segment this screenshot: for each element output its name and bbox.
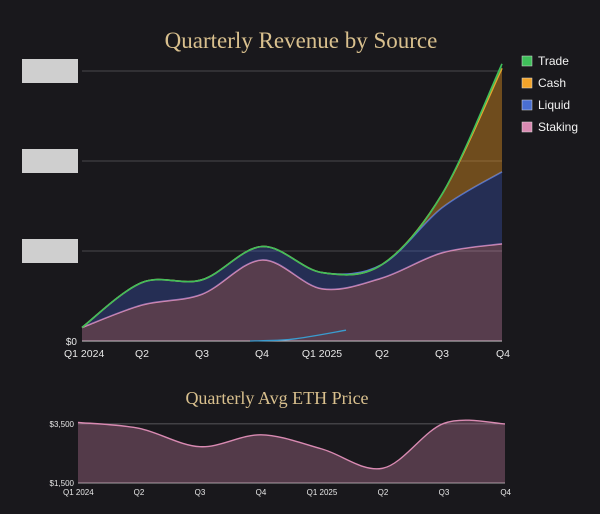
line-eth-price [77,419,506,470]
legend-swatch-liquid [521,99,533,111]
legend-item-cash: Cash [538,76,566,90]
x-tick-label: Q1 2024 [63,488,94,497]
line-staking [81,243,503,329]
x-tick-label: Q3 [439,488,450,497]
legend-swatch-cash [521,77,533,89]
legend-item-staking: Staking [538,120,578,134]
x-tick-label: Q4 [496,348,510,360]
x-tick-label: Q3 [195,488,206,497]
legend-swatch-staking [521,121,533,133]
legend-item-liquid: Liquid [538,98,570,112]
x-tick-label: Q3 [435,348,449,360]
y-tick-label: $3,500 [50,420,75,429]
chart-title: Quarterly Revenue by Source [165,28,438,53]
x-tick-label: Q1 2025 [307,488,338,497]
y-tick-label: $0 [66,337,78,348]
x-tick-label: Q2 [375,348,389,360]
redacted-y-tick-label [22,239,78,263]
x-tick-label: Q4 [256,488,267,497]
x-tick-label: Q1 2024 [64,348,104,360]
redacted-y-tick-label [22,149,78,173]
overlay-line [249,329,347,342]
x-tick-label: Q2 [134,488,145,497]
legend: Trade Cash Liquid Staking [521,54,578,134]
x-tick-label: Q3 [195,348,209,360]
area-liquid [82,171,502,328]
line-trade [81,63,503,329]
redacted-y-tick-label [22,59,78,83]
legend-item-trade: Trade [538,54,569,68]
revenue-chart: Quarterly Revenue by Source $0Q1 2024 Q2 Q3… [22,28,510,360]
area-eth-price [78,420,505,483]
x-tick-label: Q2 [135,348,149,360]
x-tick-label: Q1 2025 [302,348,342,360]
x-tick-label: Q4 [255,348,269,360]
legend-swatch-trade [521,55,533,67]
chart-title: Quarterly Avg ETH Price [185,388,368,408]
x-tick-label: Q2 [378,488,389,497]
y-tick-label: $1,500 [50,479,75,488]
x-tick-label: Q4 [500,488,511,497]
area-staking [82,243,502,341]
